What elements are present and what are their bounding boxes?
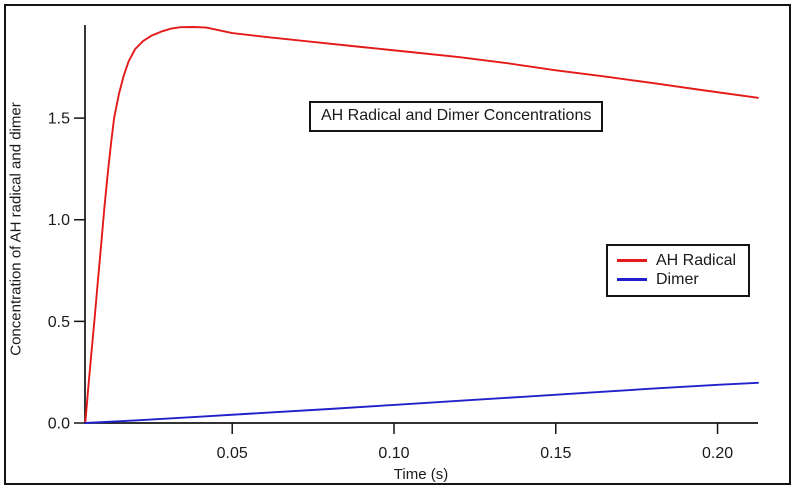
chart-title: AH Radical and Dimer Concentrations xyxy=(321,107,592,124)
x-tick-label: 0.20 xyxy=(702,445,733,462)
x-tick-label: 0.10 xyxy=(378,445,409,462)
x-axis-label: Time (s) xyxy=(393,466,449,483)
y-axis-label: Concentration of AH radical and dimer xyxy=(7,102,25,356)
series-line-dimer xyxy=(84,381,759,424)
x-tick-label: 0.15 xyxy=(540,445,571,462)
chart-frame xyxy=(4,4,791,485)
y-tick-label: 0.0 xyxy=(48,416,70,433)
chart-title-box[interactable]: AH Radical and Dimer Concentrations xyxy=(309,101,604,132)
legend-item-dimer: Dimer xyxy=(617,270,736,289)
legend-item-ah-radical: AH Radical xyxy=(617,251,736,270)
x-tick-label: 0.05 xyxy=(217,445,248,462)
series-line-ah-radical xyxy=(84,26,759,424)
y-tick-label: 0.5 xyxy=(48,314,70,331)
dimer-line-swatch xyxy=(617,278,647,281)
legend-box[interactable]: AH Radical Dimer xyxy=(606,244,751,297)
y-tick-label: 1.0 xyxy=(48,212,70,229)
ah-radical-line-swatch xyxy=(617,259,647,262)
y-tick-label: 1.5 xyxy=(48,111,70,128)
legend-label-dimer: Dimer xyxy=(656,270,699,288)
legend-label-ah-radical: AH Radical xyxy=(656,251,737,269)
